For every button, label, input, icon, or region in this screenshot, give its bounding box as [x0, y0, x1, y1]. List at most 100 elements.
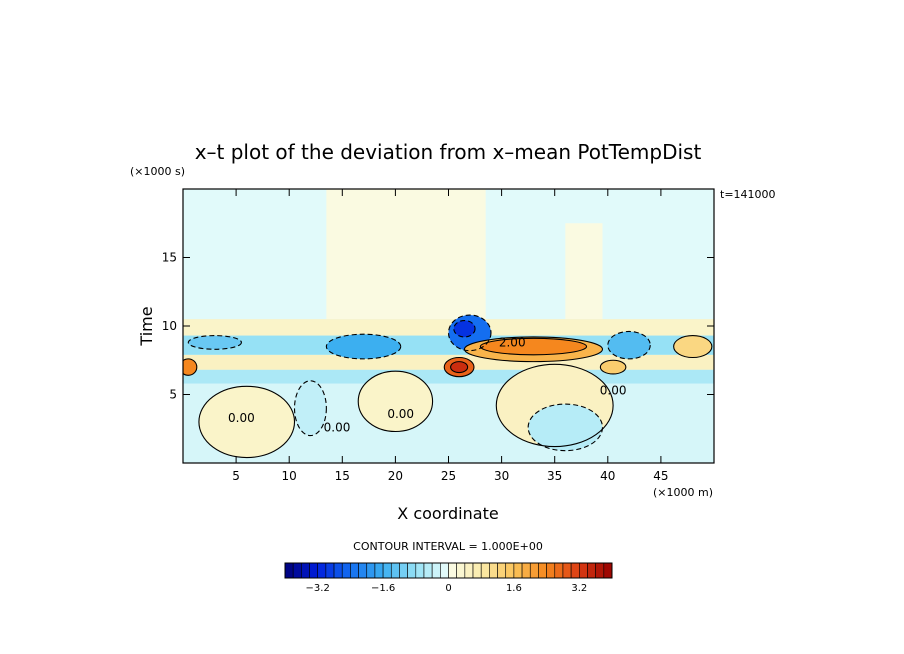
x-tick-label: 25 — [441, 469, 456, 483]
colorbar-swatch — [562, 562, 572, 579]
colorbar-swatch — [538, 562, 547, 579]
colorbar-swatch — [325, 562, 335, 579]
colorbar-swatch — [456, 562, 466, 579]
field-region — [480, 338, 587, 355]
field-region — [607, 331, 651, 359]
contour-line — [495, 363, 614, 448]
field-region — [326, 334, 401, 359]
colorbar-tick-label: −3.2 — [306, 583, 330, 594]
contour-interval-label: CONTOUR INTERVAL = 1.000E+00 — [353, 540, 543, 553]
contour-line — [183, 358, 198, 376]
x-tick-label: 30 — [494, 469, 509, 483]
colorbar-swatch — [407, 562, 417, 579]
contour-line — [673, 335, 713, 359]
field-region — [450, 361, 468, 373]
x-tick-label: 5 — [232, 469, 240, 483]
chart-title: x–t plot of the deviation from x–mean Po… — [195, 140, 702, 164]
field-region — [326, 189, 486, 320]
colorbar-swatch — [513, 562, 523, 579]
colorbar-swatch — [480, 562, 490, 579]
x-tick-label: 20 — [388, 469, 403, 483]
colorbar-swatch — [423, 562, 433, 579]
contour-layer — [183, 314, 713, 459]
colorbar-swatch — [505, 562, 515, 579]
colorbar-swatch — [521, 562, 531, 579]
y-tick-label: 10 — [162, 319, 177, 333]
colorbar-swatch — [317, 562, 327, 579]
colorbar-swatch — [309, 562, 318, 579]
contour-label: 0.00 — [600, 384, 627, 398]
colorbar-swatch — [603, 562, 613, 579]
contour-line — [453, 319, 476, 338]
colorbar-swatch — [497, 562, 507, 579]
x-axis: 5 10 15 20 25 30 35 40 45 — [232, 189, 669, 483]
colorbar-swatch — [448, 562, 457, 579]
y-tick-label: 15 — [162, 251, 177, 265]
colorbar-swatch — [382, 562, 392, 579]
contour-line — [599, 359, 627, 375]
colorbar-swatch — [358, 562, 368, 579]
colorbar-swatch — [440, 562, 449, 579]
colorbar-swatch — [301, 562, 310, 579]
colorbar-swatch — [431, 562, 441, 579]
colorbar-tick-label: 0 — [445, 583, 451, 594]
colorbar-swatch — [595, 562, 605, 579]
contour-line — [187, 335, 242, 350]
colorbar — [284, 562, 613, 579]
x-unit-label: (×1000 m) — [653, 486, 713, 499]
contour-line — [527, 403, 604, 452]
colorbar-swatch — [415, 562, 425, 579]
contour-line — [463, 336, 604, 363]
contour-label: 0.00 — [324, 420, 351, 434]
colorbar-frame — [284, 562, 613, 579]
contour-line — [479, 337, 588, 356]
field-layer — [183, 189, 714, 463]
contour-line — [447, 314, 492, 352]
colorbar-swatch — [529, 562, 539, 579]
field-region — [198, 386, 295, 458]
field-region — [183, 358, 197, 376]
colorbar-swatch — [570, 562, 580, 579]
x-tick-label: 10 — [282, 469, 297, 483]
field-region — [294, 380, 327, 436]
x-axis-title: X coordinate — [397, 504, 498, 523]
contour-line — [325, 333, 402, 360]
field-region — [188, 335, 242, 350]
colorbar-tick-label: −1.6 — [371, 583, 395, 594]
contour-label-layer: 0.00 0.00 0.00 2.00 0.00 — [228, 336, 626, 435]
colorbar-tick-label: 3.2 — [571, 583, 587, 594]
colorbar-swatch — [374, 562, 384, 579]
contour-line — [293, 380, 327, 437]
field-region — [358, 371, 433, 432]
colorbar-swatch — [390, 562, 400, 579]
colorbar-swatch — [472, 562, 482, 579]
contour-line — [198, 385, 296, 459]
field-region — [600, 360, 626, 374]
colorbar-tick-label: 1.6 — [506, 583, 522, 594]
x-tick-label: 45 — [653, 469, 668, 483]
colorbar-swatch — [399, 562, 408, 579]
colorbar-swatch — [489, 562, 498, 579]
colorbar-swatch — [464, 562, 474, 579]
y-unit-label: (×1000 s) — [130, 165, 185, 178]
contour-label: 2.00 — [499, 336, 526, 350]
contour-label: 0.00 — [228, 411, 255, 425]
y-axis: 5 10 15 — [162, 251, 714, 402]
field-region — [673, 335, 712, 358]
y-axis-title: Time — [137, 306, 156, 346]
contour-line — [450, 361, 469, 374]
field-region — [565, 223, 603, 320]
colorbar-swatch — [350, 562, 359, 579]
colorbar-swatch — [292, 562, 302, 579]
field-region — [183, 319, 714, 336]
colorbar-swatch — [554, 562, 564, 579]
field-region — [453, 320, 476, 337]
colorbar-swatch — [341, 562, 351, 579]
colorbar-swatch — [578, 562, 588, 579]
colorbar-swatch — [546, 562, 556, 579]
colorbar-ticks: −3.2 −1.6 0 1.6 3.2 — [306, 583, 588, 594]
y-tick-label: 5 — [169, 388, 177, 402]
contour-label: 0.00 — [387, 407, 414, 421]
